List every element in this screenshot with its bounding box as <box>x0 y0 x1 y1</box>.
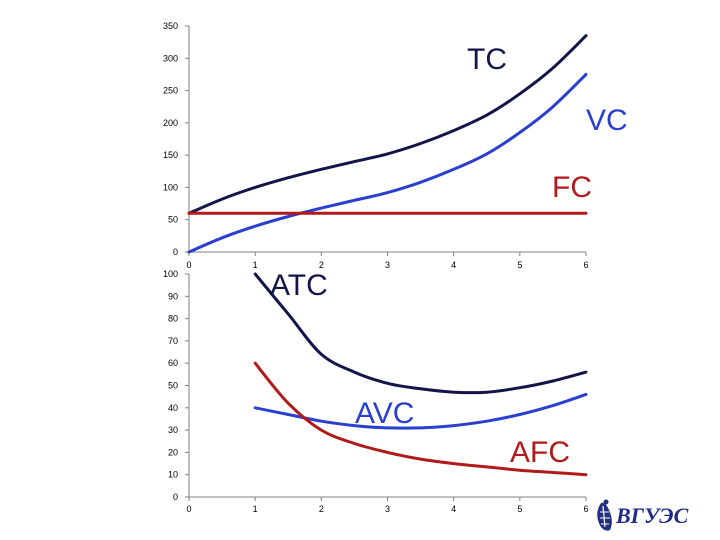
tc-y-tick-label: 350 <box>163 21 178 31</box>
ac-y-tick-label: 50 <box>168 381 178 391</box>
ac-y-tick-label: 80 <box>168 314 178 324</box>
ac-x-tick-label: 2 <box>319 504 324 514</box>
tc-x-tick-label: 1 <box>253 260 258 270</box>
ac-y-tick-label: 30 <box>168 425 178 435</box>
series-label-vc: VC <box>586 104 628 137</box>
university-logo: ВГУЭС <box>597 499 689 531</box>
tc-y-tick-label: 50 <box>168 215 178 225</box>
series-label-fc: FC <box>552 171 592 204</box>
series-line-avc <box>253 392 588 430</box>
series-line-atc <box>253 272 588 395</box>
ac-y-tick-label: 90 <box>168 291 178 301</box>
ac-y-tick-label: 70 <box>168 336 178 346</box>
tc-x-tick-label: 5 <box>517 260 522 270</box>
ac-x-tick-label: 4 <box>451 504 456 514</box>
series-line-tc <box>187 34 588 215</box>
ac-x-tick-label: 3 <box>385 504 390 514</box>
series-label-avc: AVC <box>355 397 414 430</box>
tc-y-tick-label: 300 <box>163 53 178 63</box>
series-line-afc <box>253 361 588 477</box>
ac-y-tick-label: 0 <box>173 492 178 502</box>
series-label-atc: ATC <box>270 269 328 302</box>
series-line-vc <box>187 72 588 254</box>
series-label-tc: TC <box>467 43 507 76</box>
average-cost-chart: 0 10 20 30 40 50 60 70 80 90 100 0 1 2 3 4 5 6 ATC AVC AFC <box>163 269 589 514</box>
ac-y-tick-label: 10 <box>168 470 178 480</box>
tc-x-tick-label: 4 <box>451 260 456 270</box>
tc-y-tick-label: 200 <box>163 118 178 128</box>
total-cost-chart: 0 50 100 150 200 250 300 350 0 1 2 3 4 5 6 TC VC FC <box>163 21 628 270</box>
tc-x-tick-label: 2 <box>319 260 324 270</box>
ac-y-tick-label: 100 <box>163 269 178 279</box>
tc-x-tick-label: 3 <box>385 260 390 270</box>
emblem-icon <box>597 499 612 531</box>
tc-y-tick-label: 250 <box>163 86 178 96</box>
tc-y-tick-label: 0 <box>173 247 178 257</box>
series-label-afc: AFC <box>510 436 570 469</box>
tc-x-tick-label: 6 <box>583 260 588 270</box>
ac-x-tick-label: 0 <box>186 504 191 514</box>
ac-x-tick-label: 6 <box>583 504 588 514</box>
ac-y-tick-label: 20 <box>168 447 178 457</box>
tc-x-tick-label: 0 <box>186 260 191 270</box>
ac-y-tick-label: 60 <box>168 358 178 368</box>
ac-y-tick-label: 40 <box>168 403 178 413</box>
tc-y-tick-label: 150 <box>163 150 178 160</box>
tc-y-tick-label: 100 <box>163 182 178 192</box>
ac-x-tick-label: 5 <box>517 504 522 514</box>
ac-x-tick-label: 1 <box>253 504 258 514</box>
logo-text: ВГУЭС <box>615 503 689 528</box>
